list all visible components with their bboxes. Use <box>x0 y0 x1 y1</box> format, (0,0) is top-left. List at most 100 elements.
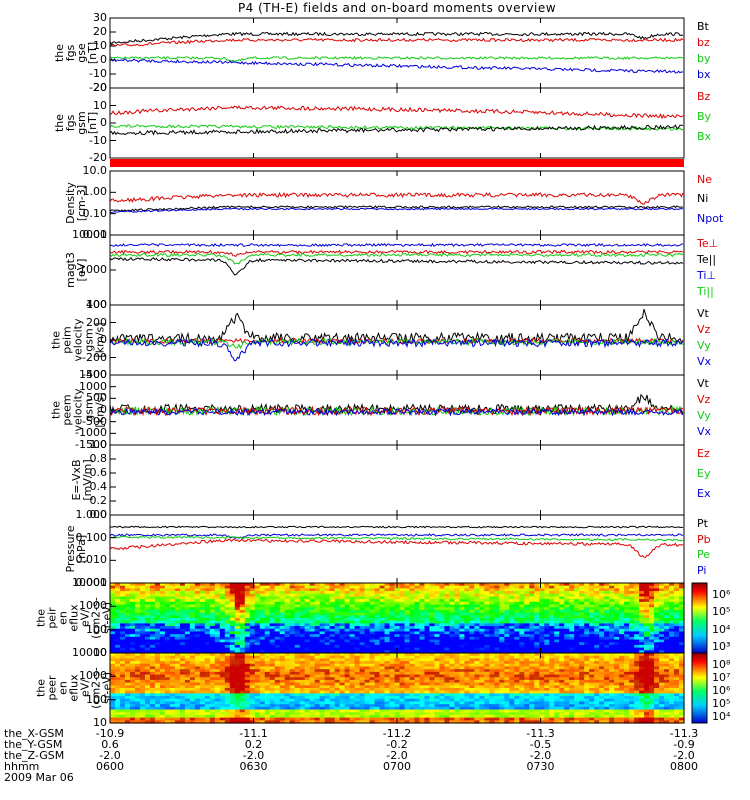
peem-velocity-ytick-label: 1000 <box>79 379 107 393</box>
footer-value: 0730 <box>526 760 555 773</box>
peem-velocity-legend-vz: Vz <box>697 393 711 406</box>
tipar-trace <box>109 252 684 265</box>
peim-velocity-ytick-label: -200 <box>82 350 107 364</box>
peer-spec-colorbar-tick: 10⁸ <box>712 658 731 671</box>
footer-value: -11.3 <box>526 727 555 740</box>
temperature-ytick-label: 100 <box>86 298 107 311</box>
peim-velocity-ytick-label: 400 <box>86 298 107 311</box>
density-ytick-label: 10.0 <box>82 164 108 177</box>
fgs-gse-ytick-label: -10 <box>89 67 107 80</box>
peer-spec-spectrogram <box>110 653 685 724</box>
bx-gsm-trace <box>109 124 684 136</box>
footer-value: 0700 <box>383 760 411 773</box>
chart-title: P4 (TH-E) fields and on-board moments ov… <box>237 1 557 15</box>
peir-spec-colorbar-tick: 10⁴ <box>712 622 731 636</box>
fgs-gse-ytick-label: 20 <box>93 25 107 38</box>
fgs-gsm-ytick-label: -20 <box>89 151 107 164</box>
density-frame <box>109 170 685 236</box>
bx-trace <box>109 58 684 74</box>
fgs-gsm-ytick-label: -10 <box>89 133 107 147</box>
peim-velocity-legend-vt: Vt <box>697 307 709 320</box>
footer-label: the_Y-GSM <box>4 738 63 751</box>
fgs-gsm-frame <box>109 87 685 159</box>
peer-spec-ytick-label: 10000 <box>72 646 107 659</box>
footer-label: hhmm <box>4 760 40 773</box>
fgs-gse-frame <box>109 17 685 89</box>
by-trace <box>109 55 684 63</box>
footer-label: the_Z-GSM <box>4 749 65 762</box>
pressure-frame <box>109 514 685 584</box>
e-vxb-legend-ey: Ey <box>697 467 711 480</box>
e-vxb-ytick-label: 0.4 <box>89 480 108 493</box>
peir-spec-colorbar <box>691 582 708 654</box>
peem-velocity-legend-vt: Vt <box>697 377 709 390</box>
bz-gsm-trace <box>109 105 684 120</box>
pe-trace <box>109 535 684 542</box>
pb-trace <box>109 538 684 558</box>
footer-value: -0.5 <box>529 738 552 751</box>
peir-spec-ytick-label: 10 <box>93 646 107 659</box>
footer-value: 0.6 <box>101 738 119 751</box>
footer-value: 0630 <box>239 760 268 773</box>
e-vxb-ytick-label: 0.8 <box>89 452 108 465</box>
npot-trace <box>109 207 684 214</box>
ylabel-line: [km/s] <box>93 392 107 428</box>
pressure-ytick-label: 1.000 <box>75 508 108 521</box>
fgs-gse-legend-by: by <box>697 52 711 65</box>
temperature-legend-ti||: Ti|| <box>697 285 714 298</box>
peim-velocity-legend-vx: Vx <box>697 355 712 368</box>
tepar-trace <box>109 257 684 276</box>
fgs-gse-ytick-label: 0 <box>100 53 107 66</box>
peer-spec-colorbar-tick: 10⁷ <box>712 671 731 684</box>
vz-ee-trace <box>109 405 684 417</box>
peir-spec-colorbar-tick: 10⁶ <box>712 588 731 601</box>
fgs-gse-legend-bz: bz <box>697 36 710 49</box>
density-ytick-label: 0.01 <box>82 228 108 241</box>
bz-trace <box>109 37 684 47</box>
temperature-ylabel: magt3 [eV] <box>64 252 88 288</box>
pressure-ylabel: Pressure [nPa] <box>64 526 88 573</box>
fgs-gse-ytick-label: -20 <box>89 81 107 94</box>
footer-label: 2009 Mar 06 <box>4 771 74 784</box>
peim-velocity-legend-vy: Vy <box>697 339 711 352</box>
footer-value: -2.0 <box>529 749 552 762</box>
fgs-gsm-legend-bx: Bx <box>697 130 712 143</box>
fgs-gse-legend-bt: Bt <box>697 20 709 33</box>
e-vxb-ylabel: E=-VxB [mV/m] <box>70 459 94 500</box>
vt-trace <box>109 308 684 345</box>
ylabel-line: [km/s] <box>93 322 107 358</box>
peem-velocity-ylabel: the peem velocity gsm [km/s] <box>50 389 107 432</box>
peir-spec-ylabel: the peir en eflux eV/(cm2-s-sr-eV) <box>35 597 114 639</box>
e-vxb-ytick-label: 0.6 <box>89 466 108 479</box>
peem-velocity-ytick-label: 1500 <box>79 368 107 381</box>
red-separator-bar <box>110 159 684 167</box>
fgs-gsm-ylabel: the fgs gsm [nT] <box>53 111 99 134</box>
vx-ee-trace <box>109 407 684 417</box>
density-legend-ne: Ne <box>697 173 712 186</box>
peim-velocity-ytick-label: 200 <box>86 315 107 329</box>
fgs-gsm-ytick-label: 0 <box>100 116 107 129</box>
fgs-gse-ytick-label: 30 <box>93 11 107 24</box>
footer-value: 0.2 <box>244 738 263 751</box>
peir-spec-ytick-label: 1000 <box>79 599 107 613</box>
peer-spec-ytick-label: 1000 <box>79 669 107 683</box>
ylabel-line: [nPa] <box>75 534 88 564</box>
peem-velocity-ytick-label: -1000 <box>75 426 107 440</box>
fgs-gse-ytick-label: 10 <box>93 39 107 52</box>
peem-velocity-ytick-label: 0 <box>100 403 107 416</box>
peir-spec-colorbar-tick: 10³ <box>712 640 731 653</box>
density-ytick-label: 0.10 <box>82 206 108 220</box>
ylabel-line: sr-eV) <box>100 601 114 635</box>
ne-trace <box>109 191 684 205</box>
ni-trace <box>109 205 684 212</box>
footer-value: -10.9 <box>95 727 125 740</box>
ylabel-line: [cm-3] <box>75 184 88 222</box>
pressure-ytick-label: 0.001 <box>75 576 108 589</box>
pressure-ytick-label: 0.010 <box>75 553 108 567</box>
ylabel-line: [nT] <box>86 41 99 65</box>
pressure-legend-pe: Pe <box>697 548 711 561</box>
footer-value: -11.2 <box>382 727 412 740</box>
pi-trace <box>109 533 684 539</box>
teperp-trace <box>109 249 684 258</box>
peim-velocity-ylabel: the peim velocity gsm [km/s] <box>50 319 107 362</box>
